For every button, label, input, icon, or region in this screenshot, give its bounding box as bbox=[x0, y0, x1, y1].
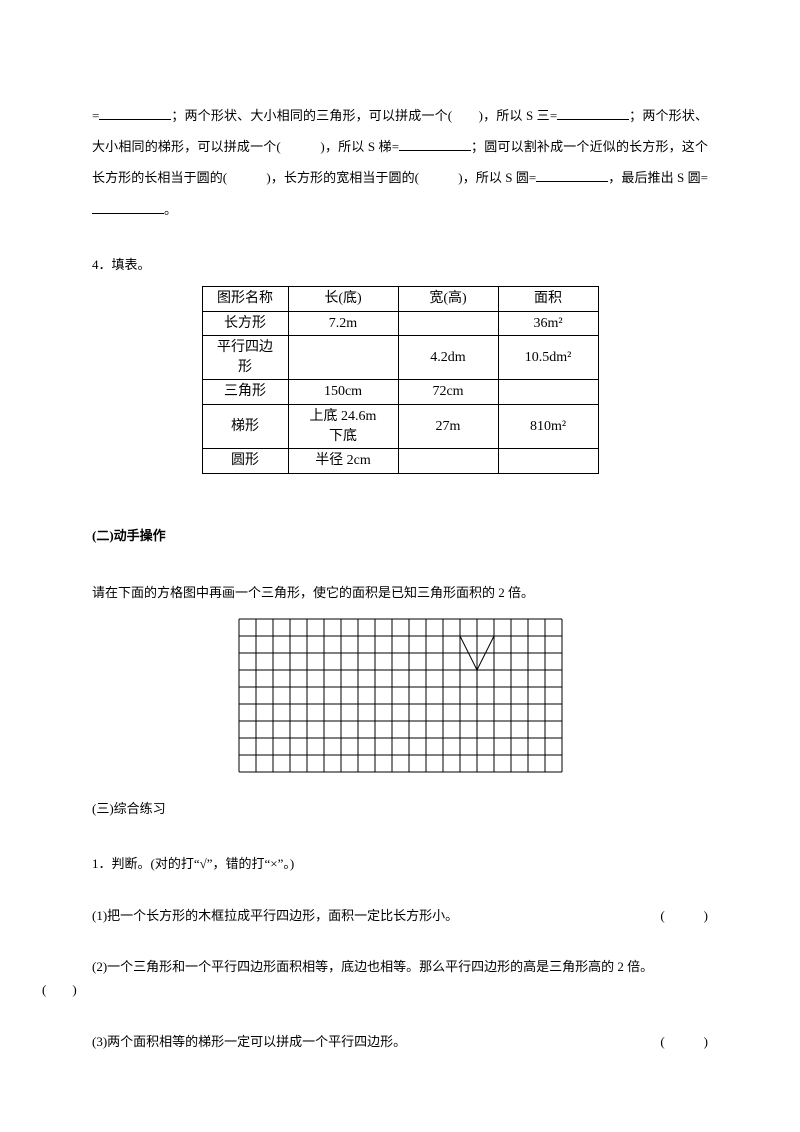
grid-svg bbox=[238, 618, 563, 773]
text-seg-4: ，最后推出 S 圆= bbox=[608, 170, 708, 185]
answer-box[interactable]: ( ) bbox=[660, 904, 708, 927]
judge-text-3: (3)两个面积相等的梯形一定可以拼成一个平行四边形。 bbox=[92, 1034, 406, 1049]
cell: 半径 2cm bbox=[288, 449, 398, 474]
table-row: 长方形 7.2m 36m² bbox=[202, 311, 598, 336]
judge-heading: 1．判断。(对的打“√”，错的打“×”。) bbox=[92, 852, 708, 875]
cell: 平行四边形 bbox=[202, 336, 288, 380]
answer-box[interactable]: ( ) bbox=[660, 1030, 708, 1053]
text-seg-5: 。 bbox=[164, 202, 177, 217]
cell bbox=[288, 336, 398, 380]
page-root: =；两个形状、大小相同的三角形，可以拼成一个( )，所以 S 三=；两个形状、大… bbox=[0, 0, 800, 1113]
blank-3[interactable] bbox=[399, 138, 471, 151]
answer-box-left[interactable]: ( ) bbox=[42, 982, 77, 997]
fill-blank-paragraph: =；两个形状、大小相同的三角形，可以拼成一个( )，所以 S 三=；两个形状、大… bbox=[92, 100, 708, 225]
table-header-row: 图形名称 长(底) 宽(高) 面积 bbox=[202, 286, 598, 311]
cell: 长方形 bbox=[202, 311, 288, 336]
cell bbox=[398, 311, 498, 336]
blank-5[interactable] bbox=[92, 201, 164, 214]
cell: 72cm bbox=[398, 380, 498, 405]
blank-1[interactable] bbox=[99, 107, 171, 120]
section-3-title: (三)综合练习 bbox=[92, 793, 708, 824]
cell: 36m² bbox=[498, 311, 598, 336]
th-name: 图形名称 bbox=[202, 286, 288, 311]
grid-instruction: 请在下面的方格图中再画一个三角形，使它的面积是已知三角形面积的 2 倍。 bbox=[92, 577, 708, 608]
th-area: 面积 bbox=[498, 286, 598, 311]
judge-text-1: (1)把一个长方形的木框拉成平行四边形，面积一定比长方形小。 bbox=[92, 908, 458, 923]
cell: 三角形 bbox=[202, 380, 288, 405]
table-row: 平行四边形 4.2dm 10.5dm² bbox=[202, 336, 598, 380]
cell: 10.5dm² bbox=[498, 336, 598, 380]
eq-prefix: = bbox=[92, 108, 99, 123]
table-row: 梯形 上底 24.6m下底 27m 810m² bbox=[202, 404, 598, 448]
cell bbox=[498, 449, 598, 474]
th-height: 宽(高) bbox=[398, 286, 498, 311]
cell bbox=[498, 380, 598, 405]
text-seg-1: ；两个形状、大小相同的三角形，可以拼成一个( )，所以 S 三= bbox=[171, 108, 557, 123]
cell: 圆形 bbox=[202, 449, 288, 474]
cell-multiline: 上底 24.6m下底 bbox=[288, 404, 398, 448]
cell: 7.2m bbox=[288, 311, 398, 336]
cell: 27m bbox=[398, 404, 498, 448]
judge-item-2: (2)一个三角形和一个平行四边形面积相等，底边也相等。那么平行四边形的高是三角形… bbox=[92, 955, 708, 1002]
grid-figure bbox=[92, 618, 708, 773]
item-4-label: 4．填表。 bbox=[92, 249, 708, 280]
judge-item-1: (1)把一个长方形的木框拉成平行四边形，面积一定比长方形小。 ( ) bbox=[92, 904, 708, 927]
th-base: 长(底) bbox=[288, 286, 398, 311]
cell: 4.2dm bbox=[398, 336, 498, 380]
cell: 梯形 bbox=[202, 404, 288, 448]
blank-2[interactable] bbox=[557, 107, 629, 120]
cell: 810m² bbox=[498, 404, 598, 448]
table-row: 圆形 半径 2cm bbox=[202, 449, 598, 474]
cell bbox=[398, 449, 498, 474]
shape-table: 图形名称 长(底) 宽(高) 面积 长方形 7.2m 36m² 平行四边形 4.… bbox=[202, 286, 599, 474]
table-row: 三角形 150cm 72cm bbox=[202, 380, 598, 405]
judge-item-3: (3)两个面积相等的梯形一定可以拼成一个平行四边形。 ( ) bbox=[92, 1030, 708, 1053]
cell: 150cm bbox=[288, 380, 398, 405]
judge-text-2: (2)一个三角形和一个平行四边形面积相等，底边也相等。那么平行四边形的高是三角形… bbox=[92, 959, 653, 974]
blank-4[interactable] bbox=[536, 169, 608, 182]
section-2-title: (二)动手操作 bbox=[92, 520, 708, 551]
